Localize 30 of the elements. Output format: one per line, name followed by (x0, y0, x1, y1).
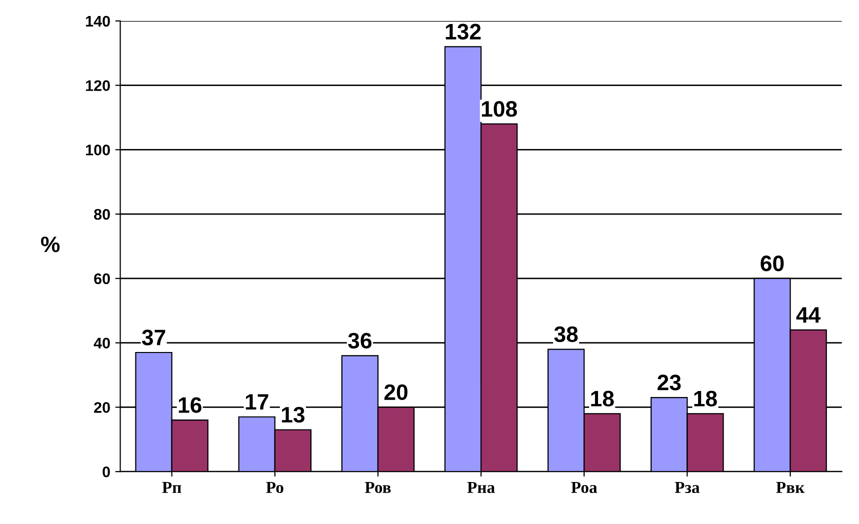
y-axis-title: % (41, 236, 60, 252)
x-tick-label: Рвк (776, 482, 805, 493)
data-label: 20 (384, 384, 408, 400)
x-tick-label: Роа (571, 482, 598, 494)
x-tick-label: Рна (467, 482, 495, 494)
data-label: 23 (658, 374, 681, 390)
data-label: 38 (554, 326, 578, 342)
data-label: 44 (796, 307, 821, 323)
data-label: 132 (446, 24, 481, 40)
y-tick-label: 40 (94, 338, 110, 349)
data-label: 37 (142, 330, 166, 346)
x-tick-label: Рп (162, 482, 182, 493)
y-tick-label: 80 (94, 208, 110, 220)
data-label: 16 (178, 397, 202, 413)
data-label: 18 (694, 390, 717, 406)
y-tick-label: 0 (102, 466, 110, 478)
y-tick-label: 20 (94, 402, 110, 413)
data-label: 36 (348, 332, 372, 349)
y-tick-label: 100 (86, 144, 110, 156)
x-tick-label: Ров (364, 482, 391, 494)
data-label: 108 (482, 101, 517, 117)
data-label: 18 (591, 390, 614, 406)
data-label: 17 (246, 394, 268, 410)
data-label: 13 (282, 406, 304, 423)
y-tick-label: 120 (86, 80, 110, 92)
x-tick-label: Рза (674, 482, 700, 494)
data-label: 60 (760, 256, 784, 272)
y-tick-label: 140 (86, 16, 110, 27)
y-tick-label: 60 (94, 273, 110, 284)
x-tick-label: Ро (266, 482, 284, 494)
